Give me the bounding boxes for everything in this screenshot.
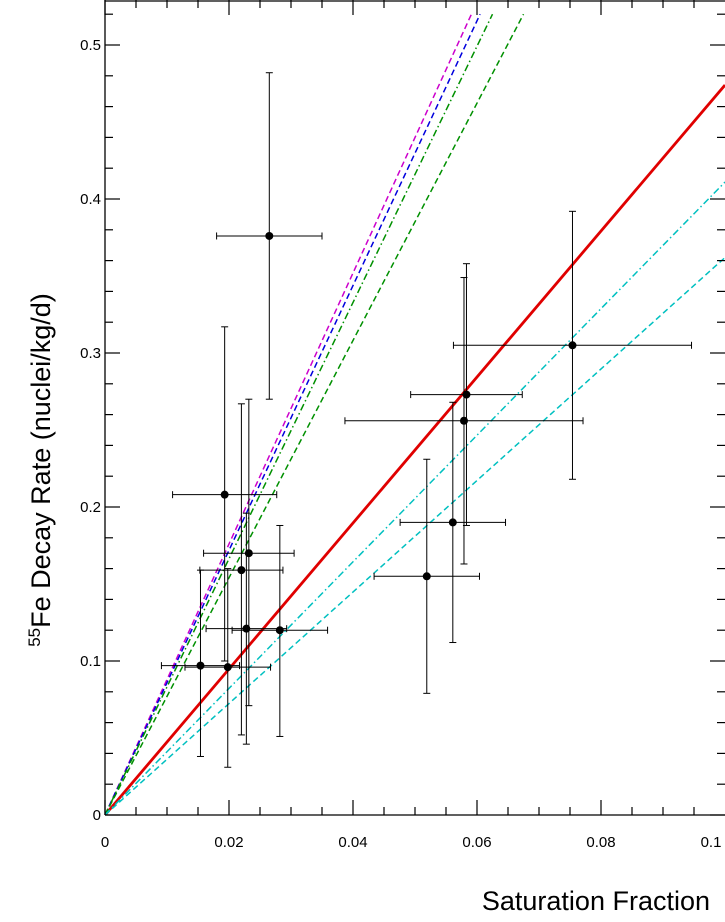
data-point-3 <box>199 403 284 736</box>
data-point-0 <box>216 72 323 400</box>
fit-line-1 <box>105 13 473 815</box>
data-points <box>160 72 693 768</box>
point-marker <box>196 661 205 670</box>
point-marker <box>265 231 274 240</box>
ticks <box>104 0 725 816</box>
point-marker <box>448 518 457 527</box>
y-tick-label: 0.3 <box>80 345 101 362</box>
data-point-5 <box>231 524 329 737</box>
tick-labels: 0 0.02 0.04 0.06 0.08 0.1 0 0.1 0.2 0.3 0.4 0.5 <box>80 37 721 851</box>
x-tick-label: 0.1 <box>701 834 722 851</box>
fit-line-4 <box>105 13 525 815</box>
x-axis-title: Saturation Fraction <box>482 886 710 916</box>
fit-lines <box>105 13 725 815</box>
x-tick-label: 0.04 <box>338 834 367 851</box>
point-marker <box>237 566 246 575</box>
fit-line-5 <box>105 181 725 815</box>
point-marker <box>220 490 229 499</box>
y-tick-label: 0.2 <box>80 499 101 516</box>
point-marker <box>223 663 232 672</box>
fit-line-3 <box>105 13 494 815</box>
y-axis-title-superscript: 55 <box>25 628 44 647</box>
y-tick-label: 0.5 <box>80 37 101 54</box>
x-tick-label: 0 <box>101 834 109 851</box>
data-point-4 <box>205 512 288 745</box>
point-marker <box>422 572 431 581</box>
data-point-1 <box>172 326 278 662</box>
y-tick-label: 0 <box>93 807 101 824</box>
y-tick-label: 0.4 <box>80 191 101 208</box>
axes <box>104 0 725 816</box>
y-axis-title-main: Fe Decay Rate (nuclei/kg/d) <box>26 293 56 628</box>
x-tick-label: 0.08 <box>586 834 615 851</box>
data-point-12 <box>452 210 693 480</box>
point-marker <box>568 341 577 350</box>
y-axis-title: 55Fe Decay Rate (nuclei/kg/d) <box>25 293 56 647</box>
fit-line-6 <box>105 256 725 815</box>
data-point-8 <box>373 458 480 694</box>
x-tick-label: 0.02 <box>214 834 243 851</box>
point-marker <box>462 390 471 399</box>
x-tick-label: 0.06 <box>462 834 491 851</box>
point-marker <box>242 624 251 633</box>
data-point-2 <box>203 398 295 707</box>
fit-line-0 <box>105 84 725 815</box>
fit-line-2 <box>105 13 481 815</box>
point-marker <box>275 626 284 635</box>
data-point-11 <box>410 263 523 526</box>
data-point-10 <box>344 277 584 565</box>
y-tick-label: 0.1 <box>80 653 101 670</box>
data-point-7 <box>184 568 272 768</box>
data-point-9 <box>399 401 507 644</box>
